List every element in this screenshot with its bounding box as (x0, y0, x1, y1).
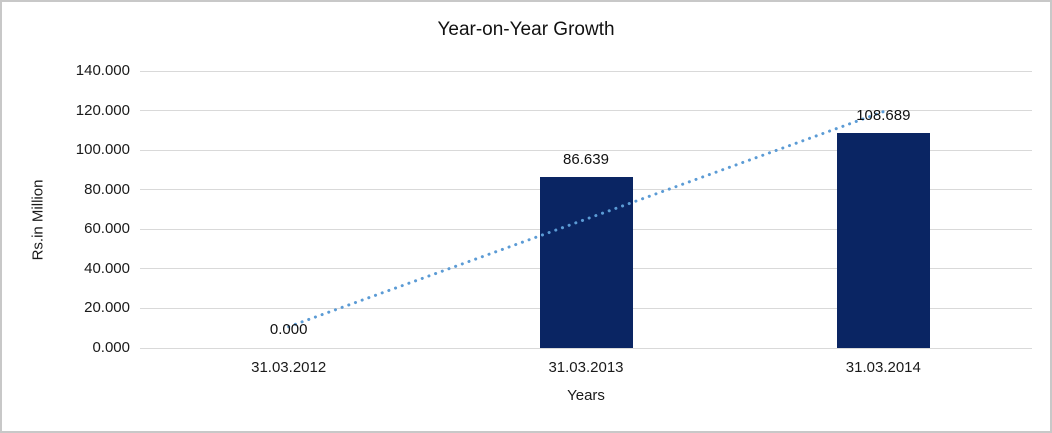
y-tick-label: 40.000 (84, 259, 130, 277)
chart-title: Year-on-Year Growth (437, 19, 615, 40)
y-axis-title: Rs.in Million (29, 179, 47, 261)
bar (836, 132, 930, 348)
gridline (140, 347, 1032, 349)
x-tick-label: 31.03.2013 (548, 359, 624, 376)
data-label: 108.689 (856, 106, 911, 124)
x-tick-label: 31.03.2014 (845, 359, 921, 376)
y-tick-label: 0.000 (92, 339, 130, 356)
gridline (140, 70, 1032, 72)
y-tick-label: 60.000 (84, 220, 130, 238)
y-tick-label: 80.000 (84, 180, 130, 198)
y-tick-label: 100.000 (75, 141, 130, 159)
y-tick-label: 140.000 (75, 62, 130, 79)
y-tick-label: 20.000 (84, 299, 130, 317)
bar (539, 176, 633, 348)
data-label: 86.639 (563, 150, 609, 168)
x-tick-label: 31.03.2012 (251, 359, 327, 376)
data-label: 0.000 (269, 321, 308, 338)
x-axis-title: Years (567, 387, 605, 404)
y-tick-label: 120.000 (75, 101, 130, 119)
